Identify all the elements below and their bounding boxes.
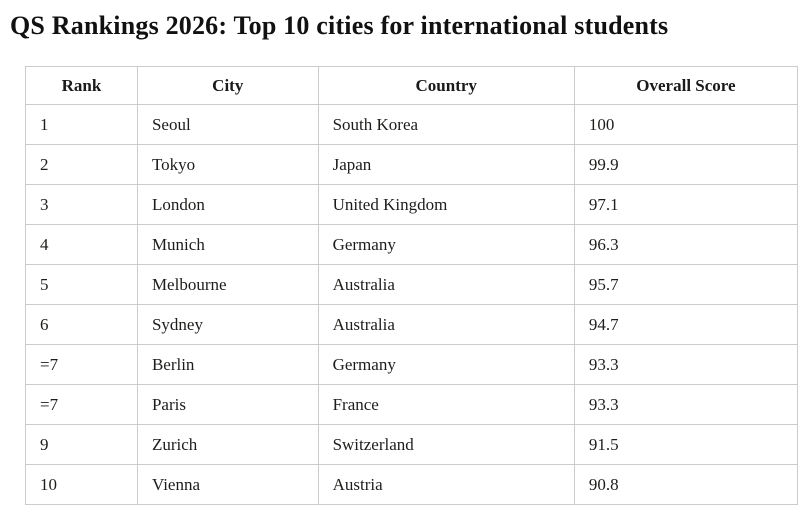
rank-cell: 3 [25,184,138,225]
table-header-row: Rank City Country Overall Score [25,66,799,105]
city-cell: Vienna [136,464,319,505]
table-row: 3 London United Kingdom 97.1 [25,184,799,225]
page-title: QS Rankings 2026: Top 10 cities for inte… [10,11,669,40]
rank-cell: 9 [25,424,138,465]
city-cell: Munich [136,224,319,265]
rank-cell: 6 [25,304,138,345]
rank-cell: 1 [25,104,138,145]
score-cell: 100 [573,104,799,145]
city-cell: Melbourne [136,264,319,305]
country-cell: Austria [317,464,575,505]
rank-cell: 4 [25,224,138,265]
table-body: 1 Seoul South Korea 100 2 Tokyo Japan 99… [25,104,799,505]
country-cell: France [317,384,575,425]
table-row: 9 Zurich Switzerland 91.5 [25,424,799,465]
table-row: 5 Melbourne Australia 95.7 [25,264,799,305]
rank-cell: =7 [25,384,138,425]
score-cell: 91.5 [573,424,799,465]
city-cell: Zurich [136,424,319,465]
column-header-country: Country [317,66,575,105]
score-cell: 95.7 [573,264,799,305]
city-cell: London [136,184,319,225]
rank-cell: 10 [25,464,138,505]
table-row: 1 Seoul South Korea 100 [25,104,799,145]
score-cell: 93.3 [573,384,799,425]
country-cell: United Kingdom [317,184,575,225]
table-row: 4 Munich Germany 96.3 [25,224,799,265]
city-cell: Tokyo [136,144,319,185]
score-cell: 99.9 [573,144,799,185]
city-cell: Berlin [136,344,319,385]
score-cell: 90.8 [573,464,799,505]
rank-cell: =7 [25,344,138,385]
column-header-city: City [136,66,319,105]
column-header-score: Overall Score [573,66,799,105]
score-cell: 94.7 [573,304,799,345]
rankings-table: Rank City Country Overall Score 1 Seoul … [25,66,799,505]
table-row: 6 Sydney Australia 94.7 [25,304,799,345]
city-cell: Paris [136,384,319,425]
score-cell: 96.3 [573,224,799,265]
rank-cell: 2 [25,144,138,185]
table-header: Rank City Country Overall Score [25,66,799,105]
country-cell: South Korea [317,104,575,145]
table-row: 10 Vienna Austria 90.8 [25,464,799,505]
country-cell: Australia [317,304,575,345]
column-header-rank: Rank [25,66,138,105]
table-row: 2 Tokyo Japan 99.9 [25,144,799,185]
country-cell: Japan [317,144,575,185]
country-cell: Switzerland [317,424,575,465]
score-cell: 93.3 [573,344,799,385]
rank-cell: 5 [25,264,138,305]
country-cell: Australia [317,264,575,305]
city-cell: Seoul [136,104,319,145]
city-cell: Sydney [136,304,319,345]
country-cell: Germany [317,224,575,265]
table-row: =7 Paris France 93.3 [25,384,799,425]
score-cell: 97.1 [573,184,799,225]
country-cell: Germany [317,344,575,385]
table-row: =7 Berlin Germany 93.3 [25,344,799,385]
